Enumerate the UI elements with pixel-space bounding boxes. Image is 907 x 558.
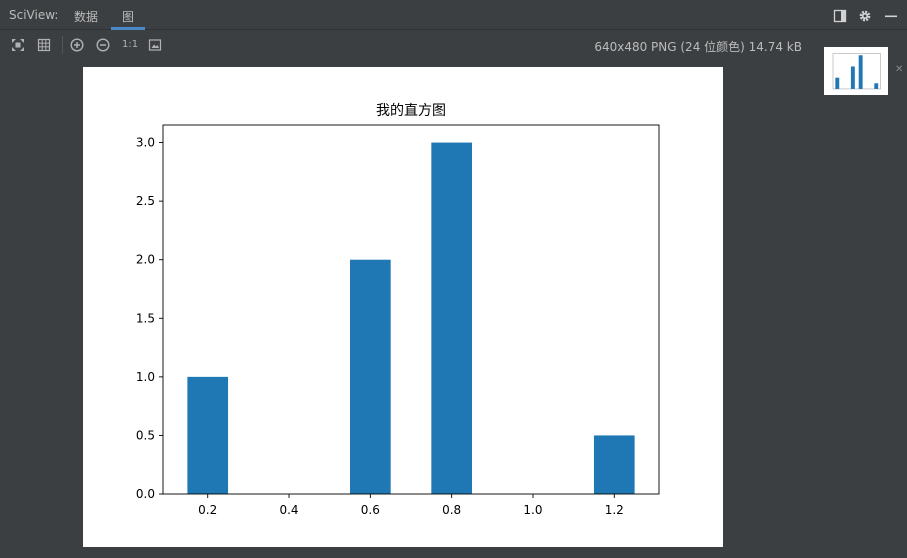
tool-window-header: SciView: 数据 图 <box>0 0 907 30</box>
x-tick-label: 1.0 <box>523 503 542 517</box>
y-tick-label: 1.0 <box>136 370 155 384</box>
tab-plot[interactable]: 图 <box>122 10 135 24</box>
bar-chart: 我的直方图 0.2 0.4 0.6 0.8 1.0 1.2 0.0 0.5 1.0 1.5 2.0… <box>136 102 660 517</box>
bar <box>593 435 635 494</box>
tool-window-title: SciView: <box>9 8 59 22</box>
y-tick-label: 3.0 <box>136 136 155 150</box>
thumbnail-chart <box>832 53 881 90</box>
thumbnail-bar <box>874 83 879 89</box>
gear-icon[interactable] <box>858 9 872 23</box>
grid-icon[interactable] <box>37 38 51 52</box>
x-tick-label: 0.2 <box>198 503 217 517</box>
active-tab-indicator <box>111 27 145 30</box>
bar <box>350 259 391 494</box>
thumbnail-bar <box>835 77 840 89</box>
zoom-in-icon[interactable] <box>70 38 84 52</box>
x-tick-label: 0.6 <box>361 503 380 517</box>
image-toolbar: 1:1 <box>0 31 907 59</box>
x-axis-ticks: 0.2 0.4 0.6 0.8 1.0 1.2 <box>198 494 624 517</box>
x-tick-label: 1.2 <box>605 503 624 517</box>
axes-frame <box>162 124 660 495</box>
y-axis-ticks: 0.0 0.5 1.0 1.5 2.0 2.5 3.0 <box>136 136 163 501</box>
x-tick-label: 0.8 <box>442 503 461 517</box>
image-file-info: 640x480 PNG (24 位颜色) 14.74 kB <box>594 40 802 54</box>
y-tick-label: 0.5 <box>136 428 155 442</box>
x-tick-label: 0.4 <box>279 503 298 517</box>
actual-size-icon[interactable]: 1:1 <box>122 39 139 50</box>
chart-title: 我的直方图 <box>376 102 446 119</box>
y-tick-label: 2.0 <box>136 253 155 267</box>
bar <box>431 142 472 495</box>
plot-image: 我的直方图 0.2 0.4 0.6 0.8 1.0 1.2 0.0 0.5 1.0 1.5 2.0… <box>83 67 723 547</box>
y-tick-label: 2.5 <box>136 194 155 208</box>
thumbnail-bar <box>858 55 863 89</box>
background-icon[interactable] <box>148 38 162 52</box>
toolbar-separator <box>62 36 63 54</box>
close-icon[interactable]: ✕ <box>895 64 904 75</box>
minimize-icon[interactable] <box>884 9 898 23</box>
thumbnail-bar <box>850 66 855 89</box>
y-tick-label: 0.0 <box>136 487 155 501</box>
tab-data[interactable]: 数据 <box>74 10 99 24</box>
y-tick-label: 1.5 <box>136 311 155 325</box>
thumbnail-preview[interactable] <box>824 47 888 95</box>
fit-icon[interactable] <box>11 38 25 52</box>
panel-icon[interactable] <box>833 9 847 23</box>
bars-group <box>187 142 635 495</box>
zoom-out-icon[interactable] <box>96 38 110 52</box>
bar <box>187 376 229 494</box>
